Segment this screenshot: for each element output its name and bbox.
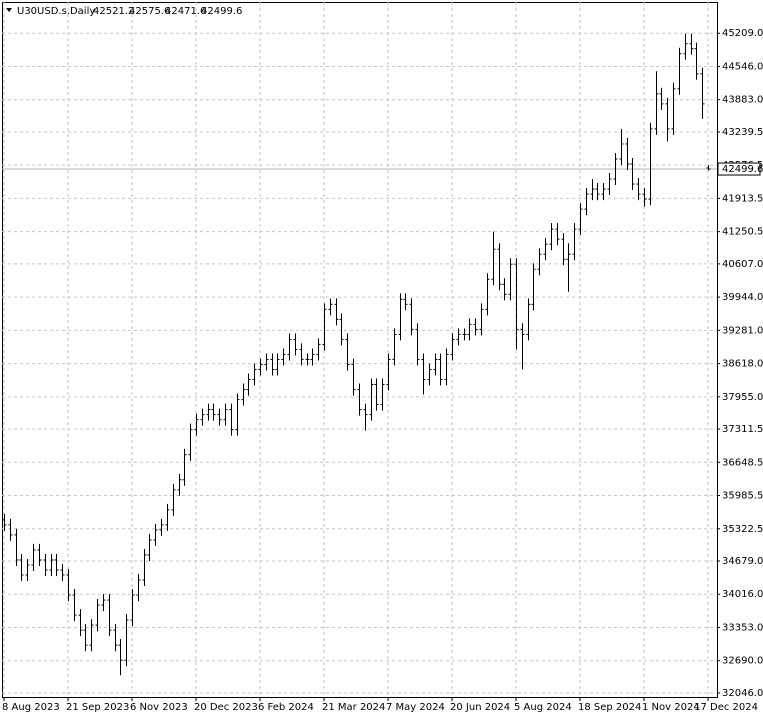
y-tick-label: 35322.5 xyxy=(722,524,763,535)
x-tick-label: 6 Feb 2024 xyxy=(258,702,314,713)
y-tick-label: 41913.5 xyxy=(722,193,763,204)
y-tick-label: 37955.0 xyxy=(722,392,763,403)
x-tick-label: 7 May 2024 xyxy=(386,702,445,713)
y-tick-label: 34016.0 xyxy=(722,589,763,600)
y-tick-label: 45209.0 xyxy=(722,28,763,39)
y-tick-label: 44546.0 xyxy=(722,61,763,72)
chart-title: U30USD.s,Daily xyxy=(17,6,95,17)
x-tick-label: 21 Mar 2024 xyxy=(322,702,385,713)
y-tick-label: 33353.0 xyxy=(722,622,763,633)
price-label: 42499.6 xyxy=(722,164,763,175)
plot-frame xyxy=(2,2,718,698)
y-tick-label: 34679.0 xyxy=(722,556,763,567)
x-tick-label: 20 Jun 2024 xyxy=(450,702,510,713)
y-tick-label: 40607.0 xyxy=(722,259,763,270)
y-tick-label: 39281.0 xyxy=(722,325,763,336)
y-tick-label: 32690.0 xyxy=(722,656,763,667)
y-tick-label: 43239.5 xyxy=(722,127,763,138)
y-tick-label: 32046.0 xyxy=(722,688,763,699)
header-low: 42471.6 xyxy=(165,6,206,17)
x-tick-label: 21 Sep 2023 xyxy=(66,702,129,713)
menu-arrow[interactable] xyxy=(6,8,12,12)
header-high: 42575.6 xyxy=(129,6,170,17)
x-tick-label: 6 Nov 2023 xyxy=(130,702,188,713)
y-tick-label: 43883.0 xyxy=(722,95,763,106)
y-tick-label: 36648.5 xyxy=(722,457,763,468)
y-tick-label: 39944.0 xyxy=(722,292,763,303)
header-close: 42499.6 xyxy=(201,6,242,17)
x-tick-label: 1 Nov 2024 xyxy=(642,702,700,713)
x-tick-label: 17 Dec 2024 xyxy=(694,702,758,713)
x-tick-label: 18 Sep 2024 xyxy=(578,702,641,713)
y-tick-label: 37311.5 xyxy=(722,424,763,435)
x-tick-label: 8 Aug 2023 xyxy=(2,702,60,713)
y-tick-label: 41250.5 xyxy=(722,227,763,238)
y-tick-label: 35985.5 xyxy=(722,491,763,502)
header-open: 42521.2 xyxy=(93,6,134,17)
x-tick-label: 5 Aug 2024 xyxy=(514,702,572,713)
price-label-box xyxy=(717,162,761,176)
y-tick-label: 38618.0 xyxy=(722,359,763,370)
x-tick-label: 20 Dec 2023 xyxy=(194,702,258,713)
